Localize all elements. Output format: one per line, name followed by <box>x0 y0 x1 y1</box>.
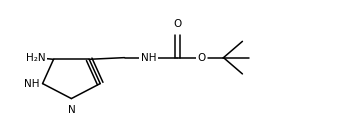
Text: O: O <box>173 19 182 29</box>
Text: H₂N: H₂N <box>26 53 45 63</box>
Text: NH: NH <box>24 79 39 89</box>
Text: O: O <box>197 53 206 63</box>
Text: NH: NH <box>141 53 156 63</box>
Text: N: N <box>68 105 75 115</box>
